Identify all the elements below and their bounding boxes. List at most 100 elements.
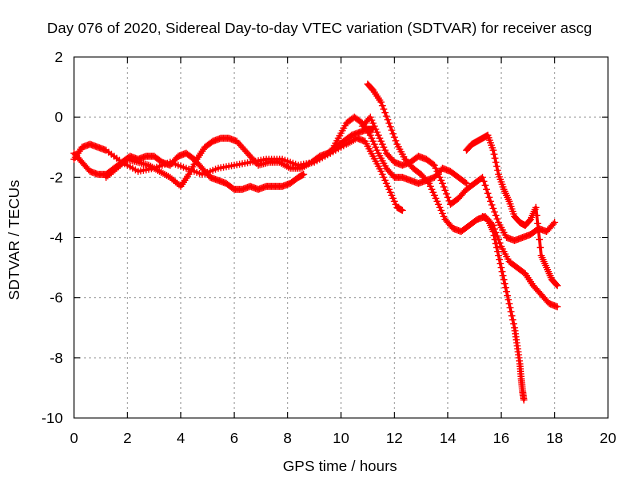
data-point <box>378 140 386 148</box>
data-point <box>491 154 499 162</box>
x-tick-label: 18 <box>546 430 563 447</box>
data-point <box>436 173 444 181</box>
data-point <box>432 194 440 202</box>
data-point <box>535 236 543 244</box>
data-point <box>388 191 396 199</box>
data-point <box>377 167 385 175</box>
data-point <box>425 179 433 187</box>
data-point <box>520 396 528 404</box>
data-point <box>493 244 501 252</box>
data-point <box>424 178 432 186</box>
data-point <box>493 215 501 223</box>
data-point <box>381 109 389 117</box>
data-point <box>494 248 502 256</box>
data-point <box>494 166 502 174</box>
data-point <box>373 128 381 136</box>
data-point <box>370 140 378 148</box>
data-point <box>437 206 445 214</box>
data-point <box>369 137 377 145</box>
data-points <box>70 80 561 404</box>
data-point <box>504 296 512 304</box>
data-point <box>499 272 507 280</box>
x-tick-label: 10 <box>333 430 350 447</box>
data-point <box>498 268 506 276</box>
data-point <box>480 177 488 185</box>
series-track-7 <box>462 131 561 290</box>
data-point <box>503 292 511 300</box>
data-point <box>553 282 561 290</box>
data-point <box>491 208 499 216</box>
data-point <box>384 116 392 124</box>
data-point <box>492 240 500 248</box>
data-point <box>441 186 449 194</box>
y-tick-label: 2 <box>55 49 63 66</box>
data-point <box>430 161 438 169</box>
data-point <box>369 119 377 127</box>
chart-title: Day 076 of 2020, Sidereal Day-to-day VTE… <box>47 20 592 37</box>
series-track-4 <box>326 113 470 187</box>
data-point <box>368 116 376 124</box>
data-point <box>496 260 504 268</box>
data-point <box>432 164 440 172</box>
x-tick-label: 14 <box>439 430 456 447</box>
data-point <box>483 185 491 193</box>
data-point <box>488 201 496 209</box>
data-point <box>506 304 514 312</box>
data-point <box>438 179 446 187</box>
data-point <box>500 276 508 284</box>
data-point <box>491 236 499 244</box>
data-point <box>384 182 392 190</box>
data-point <box>370 122 378 130</box>
data-point <box>433 167 441 175</box>
data-point <box>493 162 501 170</box>
data-point <box>479 173 487 181</box>
data-point <box>426 182 434 190</box>
x-tick-label: 0 <box>70 430 78 447</box>
data-point <box>366 113 374 121</box>
y-tick-label: -2 <box>50 169 63 186</box>
data-point <box>376 134 384 142</box>
x-axis-label: GPS time / hours <box>283 458 397 475</box>
data-point <box>501 280 509 288</box>
series-trace <box>328 115 468 185</box>
x-tick-label: 16 <box>493 430 510 447</box>
data-point <box>388 126 396 134</box>
data-point <box>381 176 389 184</box>
data-point <box>434 170 442 178</box>
x-tick-label: 6 <box>230 430 238 447</box>
data-point <box>503 288 511 296</box>
data-point <box>392 200 400 208</box>
data-point <box>489 227 497 235</box>
data-point <box>440 212 448 220</box>
x-tick-label: 8 <box>283 430 291 447</box>
data-point <box>495 256 503 264</box>
data-point <box>374 131 382 139</box>
data-point <box>398 206 406 214</box>
data-point <box>428 185 436 193</box>
data-point <box>382 112 390 120</box>
data-point <box>436 203 444 211</box>
data-point <box>495 252 503 260</box>
data-point <box>534 219 542 227</box>
data-point <box>372 125 380 133</box>
data-point <box>489 204 497 212</box>
data-point <box>533 211 541 219</box>
data-point <box>430 191 438 199</box>
data-point <box>553 303 561 311</box>
x-tick-labels: 0 2 4 6 8 10 12 14 16 18 20 <box>70 430 617 447</box>
x-tick-label: 4 <box>177 430 185 447</box>
y-tick-label: -10 <box>41 410 63 427</box>
data-point <box>552 281 560 289</box>
data-point <box>386 123 394 131</box>
y-tick-label: -4 <box>50 230 63 247</box>
series-trace <box>72 136 404 212</box>
data-point <box>368 134 376 142</box>
data-point <box>372 143 380 151</box>
data-point <box>437 176 445 184</box>
data-point <box>381 146 389 154</box>
y-axis-label: SDTVAR / TECUs <box>6 180 23 300</box>
data-point <box>549 220 557 228</box>
data-point <box>536 244 544 252</box>
data-point <box>390 197 398 205</box>
data-point <box>382 179 390 187</box>
